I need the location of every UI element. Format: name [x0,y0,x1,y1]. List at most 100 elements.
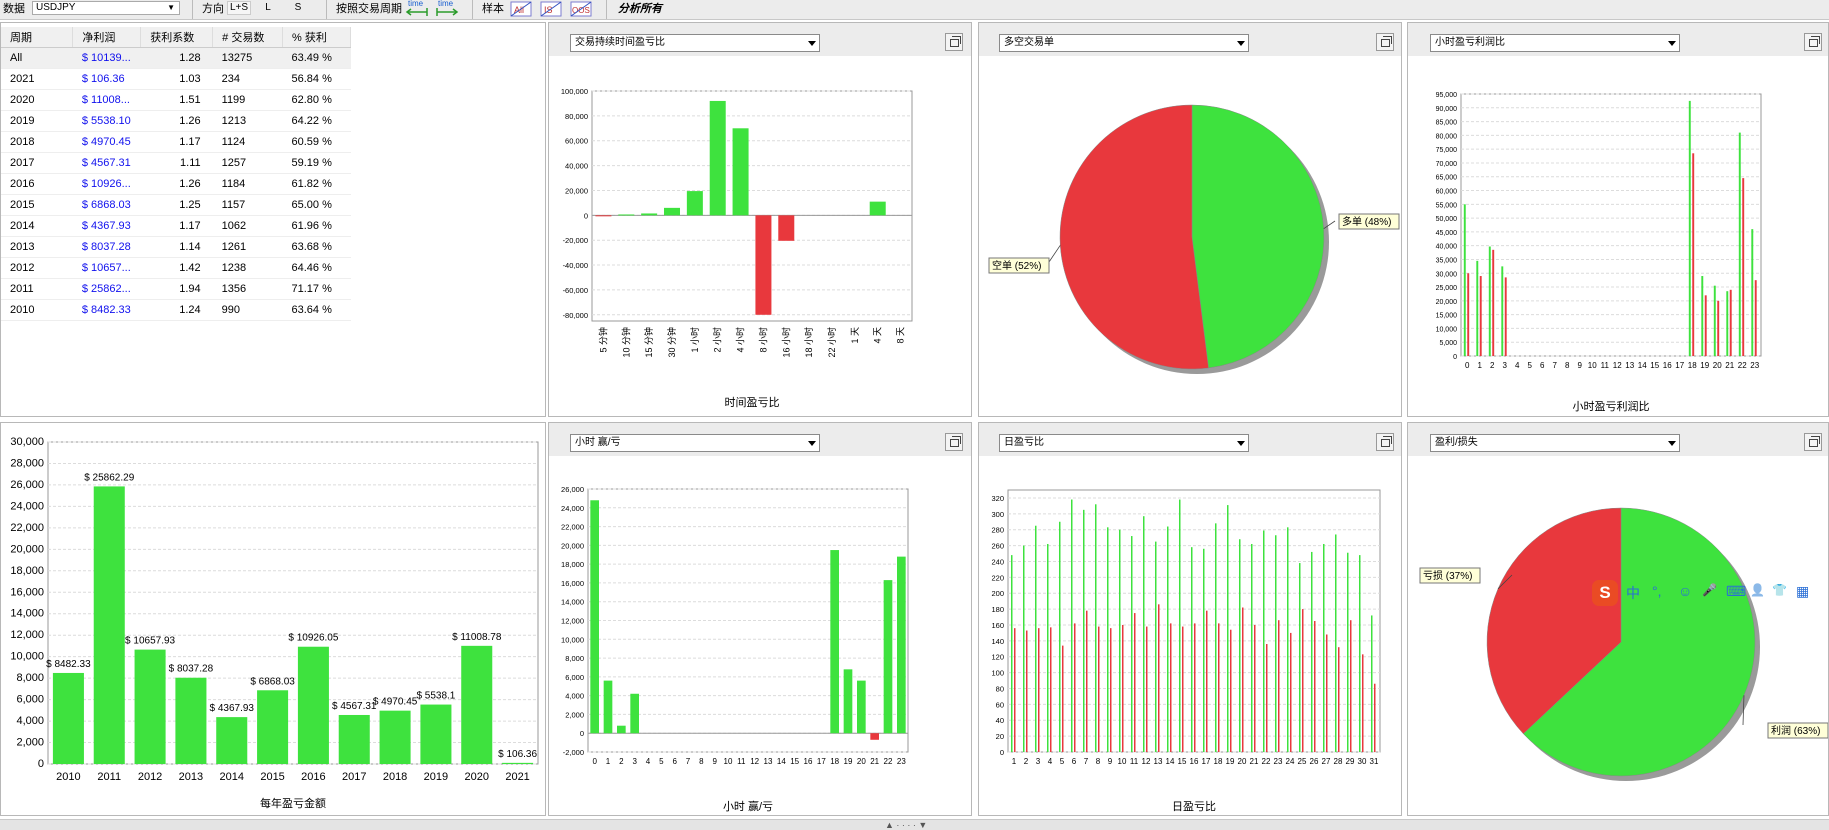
cell-net-profit: $ 25862... [72,278,141,300]
symbol-select[interactable]: USDJPY ▼ [32,1,180,15]
table-row[interactable]: 2014 $ 4367.93 1.17 1062 61.96 % [1,215,351,237]
table-row[interactable]: 2012 $ 10657... 1.42 1238 64.46 % [1,257,351,279]
cell-net-profit: $ 8037.28 [72,236,141,258]
column-header-period[interactable]: 周期 [1,27,74,48]
bar [1729,289,1732,356]
x-axis-title: 小时 赢/亏 [723,799,773,813]
maximize-button[interactable] [1376,33,1394,51]
ime-keyboard-icon[interactable]: ⌨ [1726,583,1747,599]
y-tick-label: 200 [991,589,1004,598]
data-label: $ 10926.05 [288,633,338,644]
chevron-down-icon [1237,441,1245,446]
maximize-button[interactable] [1804,433,1822,451]
cell-profit-factor: 1.17 [140,215,213,237]
maximize-button[interactable] [945,33,963,51]
sample-all-icon[interactable]: All [509,0,533,18]
daily-combo[interactable]: 日盈亏比 [999,434,1249,452]
table-row[interactable]: 2016 $ 10926... 1.26 1184 61.82 % [1,173,351,195]
duration-combo[interactable]: 交易持续时间盈亏比 [570,34,820,52]
table-row[interactable]: 2020 $ 11008... 1.51 1199 62.80 % [1,89,351,111]
table-row[interactable]: 2019 $ 5538.10 1.26 1213 64.22 % [1,110,351,132]
x-tick-label: 9 [712,757,717,766]
x-tick-label: 25 [1298,757,1307,766]
x-tick-label: 2017 [342,771,366,783]
cell-trades: 1184 [212,173,283,195]
ime-chinese-mode[interactable]: 中 [1626,585,1640,601]
profit-loss-combo[interactable]: 盈利/损失 [1430,434,1680,452]
x-tick-label: 4 [1048,757,1053,766]
bar [1492,249,1495,356]
bar [1713,285,1716,356]
period-stats-panel: 周期 净利润 获利系数 # 交易数 % 获利 All $ 10139... 1.28… [0,22,546,417]
column-header-win-pct[interactable]: % 获利 [282,27,351,48]
x-tick-label: 6 [1072,757,1077,766]
table-row[interactable]: 2011 $ 25862... 1.94 1356 71.17 % [1,278,351,300]
ime-skin-icon[interactable]: 👕 [1772,583,1787,597]
maximize-button[interactable] [945,433,963,451]
hour-profit-combo[interactable]: 小时盈亏利润比 [1430,34,1680,52]
y-tick-label: -2,000 [563,748,584,757]
x-tick-label: 13 [1154,757,1163,766]
hour-winloss-combo[interactable]: 小时 赢/亏 [570,434,820,452]
bar [1050,627,1052,752]
sogou-logo-icon[interactable]: S [1592,580,1618,606]
cell-profit-factor: 1.03 [140,68,213,90]
bar [1299,563,1301,752]
table-row[interactable]: All $ 10139... 1.28 13275 63.49 % [1,47,351,69]
x-tick-label: 15 分钟 [643,327,654,358]
cell-profit-factor: 1.11 [140,152,213,174]
y-tick-label: 80,000 [565,112,588,121]
x-tick-label: 13 [1625,361,1634,370]
table-row[interactable]: 2015 $ 6868.03 1.25 1157 65.00 % [1,194,351,216]
y-tick-label: 26,000 [561,485,584,494]
direction-s-button[interactable]: S [294,2,302,13]
x-tick-label: 20 [1238,757,1247,766]
splitter-grip-icon[interactable]: ▲ · · · · ▼ [885,820,928,830]
x-tick-label: 2021 [505,771,529,783]
table-row[interactable]: 2021 $ 106.36 1.03 234 56.84 % [1,68,351,90]
direction-ls-button[interactable]: L+S [227,1,251,15]
column-header-trades[interactable]: # 交易数 [212,27,284,48]
ime-toolbox-icon[interactable]: ▦ [1796,583,1810,599]
cell-profit-factor: 1.25 [140,194,213,216]
sample-is-icon[interactable]: IS [539,0,563,18]
pie-label: 利润 (63%) [1771,724,1820,737]
table-row[interactable]: 2013 $ 8037.28 1.14 1261 63.68 % [1,236,351,258]
x-tick-label: 26 [1310,757,1319,766]
x-tick-label: 7 [1084,757,1089,766]
y-tick-label: 35,000 [1436,257,1458,264]
analysis-all-label[interactable]: 分析所有 [618,3,662,15]
bar [1074,623,1076,752]
time-period-right-icon[interactable]: time [435,0,459,18]
table-row[interactable]: 2018 $ 4970.45 1.17 1124 60.59 % [1,131,351,153]
ime-voice-icon[interactable]: 🎤 [1702,583,1717,597]
time-period-left-icon[interactable]: time [405,0,429,18]
ime-toolbar[interactable]: S 中 °, ☺ 🎤 ⌨ 👤 👕 ▦ [1590,578,1820,608]
ime-user-icon[interactable]: 👤 [1750,583,1765,597]
bar [1704,295,1707,356]
table-row[interactable]: 2017 $ 4567.31 1.11 1257 59.19 % [1,152,351,174]
cell-trades: 1199 [212,89,283,111]
column-header-net-profit[interactable]: 净利润 [72,27,142,48]
y-tick-label: 95,000 [1436,92,1458,99]
bar [595,215,612,217]
cell-net-profit: $ 6868.03 [72,194,141,216]
long-short-combo[interactable]: 多空交易单 [999,34,1249,52]
x-tick-label: 12 [1613,361,1622,370]
ime-emoji-icon[interactable]: ☺ [1678,583,1693,599]
cell-trades: 13275 [212,47,283,69]
sample-oos-icon[interactable]: OOS [569,0,593,18]
bar [1275,535,1277,752]
pie-label: 空单 (52%) [992,259,1041,272]
y-tick-label: 24,000 [561,504,584,513]
column-header-profit-factor[interactable]: 获利系数 [140,27,214,48]
y-tick-label: 18,000 [561,560,584,569]
table-row[interactable]: 2010 $ 8482.33 1.24 990 63.64 % [1,299,351,321]
direction-l-button[interactable]: L [265,2,271,13]
y-tick-label: 100,000 [561,87,588,96]
bar [1742,178,1745,356]
maximize-button[interactable] [1376,433,1394,451]
ime-punctuation-icon[interactable]: °, [1652,583,1662,599]
maximize-button[interactable] [1804,33,1822,51]
x-tick-label: 20 [857,757,866,766]
